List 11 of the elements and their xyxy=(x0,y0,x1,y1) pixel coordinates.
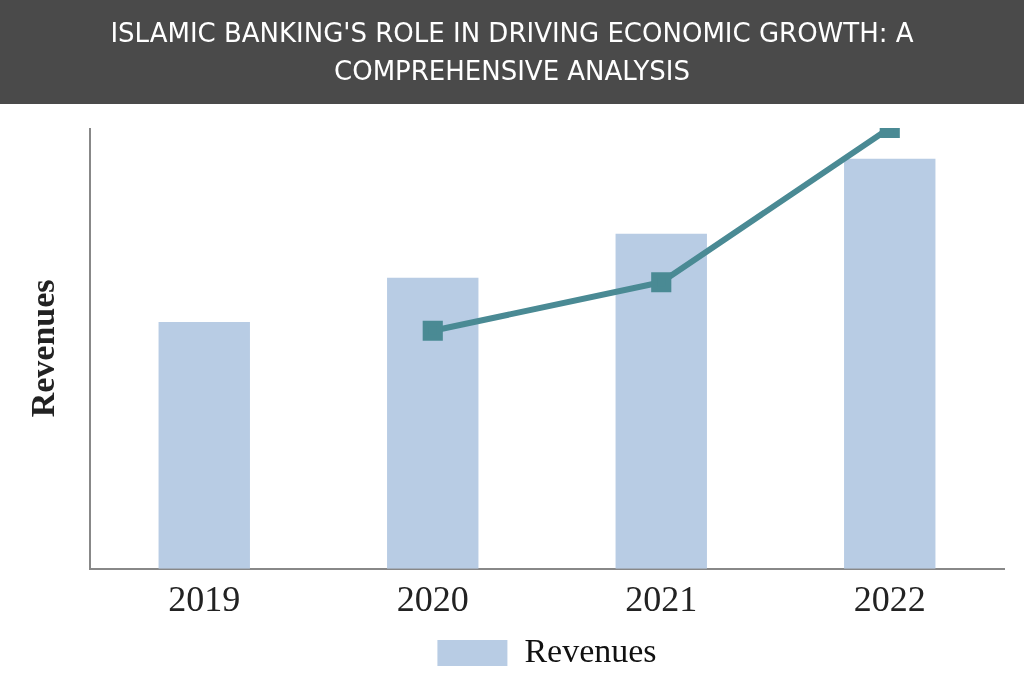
legend-label: Revenues xyxy=(524,631,657,669)
bar xyxy=(158,321,250,569)
chart-title: ISLAMIC BANKING'S ROLE IN DRIVING ECONOMIC GROWTH: A COMPREHENSIVE ANALYSIS xyxy=(0,0,1024,104)
x-tick-label: 2022 xyxy=(853,578,926,619)
y-axis-title: Revenues xyxy=(23,279,61,418)
bar xyxy=(387,277,479,569)
x-tick-label: 2019 xyxy=(168,578,241,619)
x-tick-label: 2021 xyxy=(625,578,698,619)
bar xyxy=(615,233,707,569)
bar xyxy=(844,158,936,569)
x-tick-label: 2020 xyxy=(396,578,469,619)
